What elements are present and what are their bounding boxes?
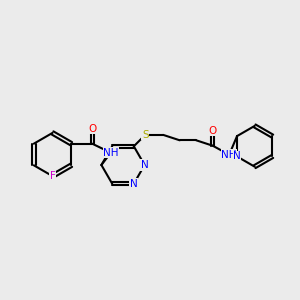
Text: N: N	[141, 160, 148, 170]
Text: N: N	[130, 179, 138, 189]
Text: O: O	[208, 126, 217, 136]
Text: S: S	[142, 130, 148, 140]
Text: NH: NH	[221, 150, 237, 160]
Text: O: O	[88, 124, 96, 134]
Text: NH: NH	[103, 148, 118, 158]
Text: F: F	[50, 171, 56, 181]
Text: N: N	[233, 152, 241, 161]
